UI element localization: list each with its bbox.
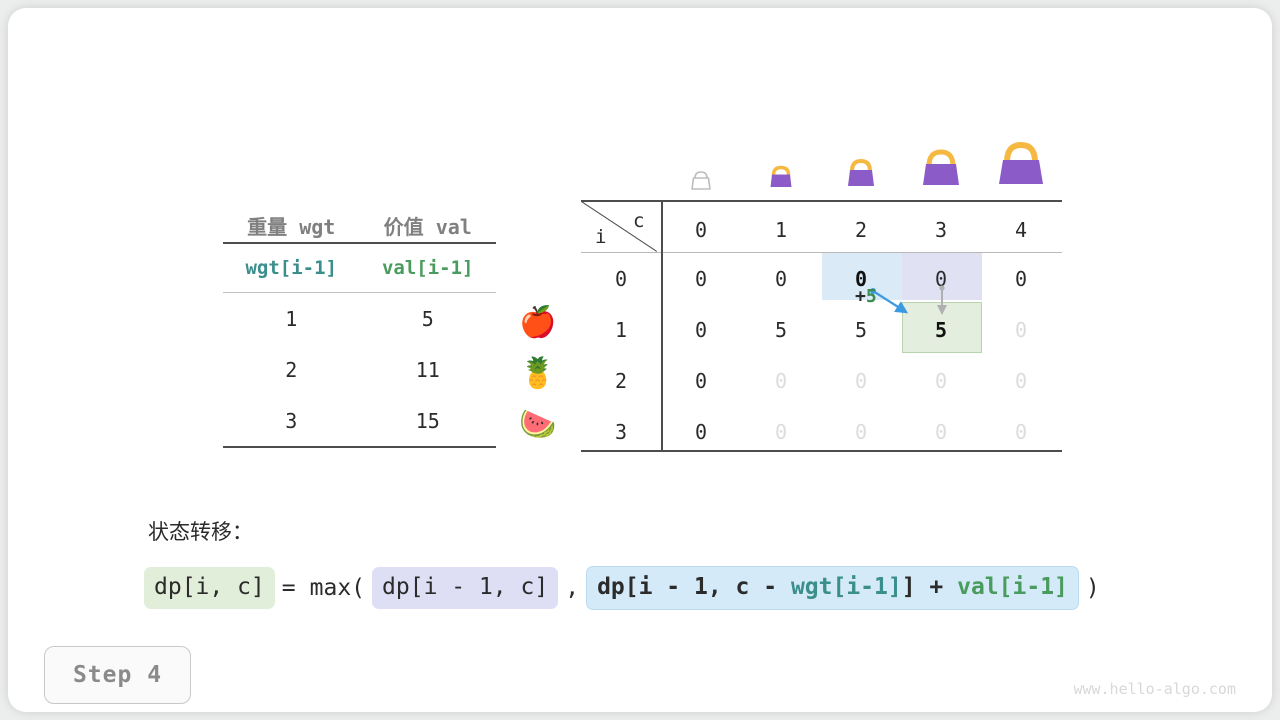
- dp-col-header-3: 3: [934, 218, 948, 242]
- annotation-plus-value: +5: [855, 286, 877, 307]
- dp-row-header-2: 2: [614, 369, 628, 393]
- dp-row-header-3: 3: [614, 420, 628, 444]
- formula-option-skip: dp[i - 1, c]: [372, 567, 559, 609]
- bag-icon-capacity-3: [912, 138, 970, 202]
- dp-cell-1-4: 0: [1014, 318, 1028, 342]
- dp-cell-1-0: 0: [694, 318, 708, 342]
- dp-table: c i 0 1 2 3 4 0 1 2 3 0 0 0 0 0 0 5 5 5 …: [581, 200, 1062, 452]
- item-table: 重量 wgt 价值 val wgt[i-1] val[i-1] 1 5 2 11…: [223, 198, 496, 448]
- dp-cell-1-1: 5: [774, 318, 788, 342]
- dp-cell-3-1: 0: [774, 420, 788, 444]
- dp-row-header-1: 1: [614, 318, 628, 342]
- dp-col-header-2: 2: [854, 218, 868, 242]
- bag-icon-capacity-2: [837, 148, 885, 202]
- dp-cell-3-0: 0: [694, 420, 708, 444]
- item-table-header-wgt: 重量 wgt: [247, 215, 336, 239]
- item-wgt-3: 3: [285, 408, 298, 433]
- dp-cell-2-4: 0: [1014, 369, 1028, 393]
- state-transition-formula: dp[i, c] = max( dp[i - 1, c] , dp[i - 1,…: [144, 566, 1107, 610]
- annotation-number: 5: [865, 286, 877, 307]
- dp-cell-2-1: 0: [774, 369, 788, 393]
- watermelon-emoji: 🍉: [519, 407, 557, 442]
- item-wgt-1: 1: [285, 306, 298, 331]
- dp-col-header-0: 0: [694, 218, 708, 242]
- item-table-divider-top: [223, 242, 496, 244]
- dp-table-col-axis-label: c: [633, 210, 645, 232]
- apple-emoji: 🍎: [519, 305, 557, 340]
- item-val-2: 11: [415, 357, 440, 382]
- step-badge: Step 4: [44, 646, 191, 704]
- dp-table-rule-mid: [581, 252, 1062, 253]
- dp-cell-3-2: 0: [854, 420, 868, 444]
- watermark: www.hello-algo.com: [1073, 680, 1236, 698]
- dp-cell-2-3: 0: [934, 369, 948, 393]
- dp-table-rule-bottom: [581, 450, 1062, 452]
- item-table-subheader-val: val[i-1]: [381, 257, 474, 279]
- formula-take-mid: ] +: [901, 574, 958, 600]
- annotation-plus-sign: +: [855, 286, 866, 307]
- item-table-row: 2 11: [223, 344, 496, 395]
- dp-cell-2-2: 0: [854, 369, 868, 393]
- item-table-subheader-wgt: wgt[i-1]: [245, 257, 337, 279]
- item-table-subheader-row: wgt[i-1] val[i-1]: [223, 244, 496, 292]
- dp-col-header-1: 1: [774, 218, 788, 242]
- dp-cell-2-0: 0: [694, 369, 708, 393]
- item-val-1: 5: [421, 306, 434, 331]
- dp-table-corner-cell: [581, 200, 662, 253]
- item-table-divider-bottom: [223, 446, 496, 448]
- dp-row-header-0: 0: [614, 267, 628, 291]
- dp-cell-0-2: 0: [854, 267, 868, 291]
- formula-option-take: dp[i - 1, c - wgt[i-1]] + val[i-1]: [586, 566, 1079, 610]
- slide-card: 重量 wgt 价值 val wgt[i-1] val[i-1] 1 5 2 11…: [8, 8, 1272, 712]
- dp-cell-0-0: 0: [694, 267, 708, 291]
- item-table-header-row: 重量 wgt 价值 val: [223, 198, 496, 242]
- formula-max-close: ): [1085, 575, 1100, 601]
- formula-take-val: val[i-1]: [957, 574, 1068, 600]
- dp-table-vertical-rule: [661, 200, 663, 452]
- formula-comma: ,: [565, 575, 580, 601]
- dp-cell-0-1: 0: [774, 267, 788, 291]
- item-val-3: 15: [415, 408, 440, 433]
- formula-max-open: max(: [309, 575, 366, 601]
- bag-icon-capacity-0: [681, 163, 721, 203]
- dp-cell-1-3: 5: [934, 318, 948, 342]
- bag-icon-capacity-4: [987, 129, 1055, 201]
- dp-cell-0-3: 0: [934, 267, 948, 291]
- item-table-row: 1 5: [223, 293, 496, 344]
- formula-equals: =: [281, 575, 296, 601]
- dp-cell-3-4: 0: [1014, 420, 1028, 444]
- item-wgt-2: 2: [285, 357, 298, 382]
- dp-table-row-axis-label: i: [595, 226, 607, 248]
- item-table-header-val: 价值 val: [383, 215, 472, 239]
- dp-cell-1-2: 5: [854, 318, 868, 342]
- dp-table-rule-top: [581, 200, 1062, 202]
- bag-icon-capacity-1: [760, 156, 802, 202]
- formula-take-wgt: wgt[i-1]: [790, 574, 902, 600]
- item-table-row: 3 15: [223, 395, 496, 446]
- formula-lhs: dp[i, c]: [144, 567, 275, 609]
- formula-take-prefix: dp[i - 1, c -: [597, 574, 791, 600]
- pineapple-emoji: 🍍: [519, 356, 557, 391]
- dp-cell-3-3: 0: [934, 420, 948, 444]
- dp-cell-0-4: 0: [1014, 267, 1028, 291]
- item-table-divider-mid: [223, 292, 496, 293]
- state-transition-label: 状态转移：: [148, 520, 253, 544]
- dp-col-header-4: 4: [1014, 218, 1028, 242]
- diagonal-line-icon: [581, 200, 658, 252]
